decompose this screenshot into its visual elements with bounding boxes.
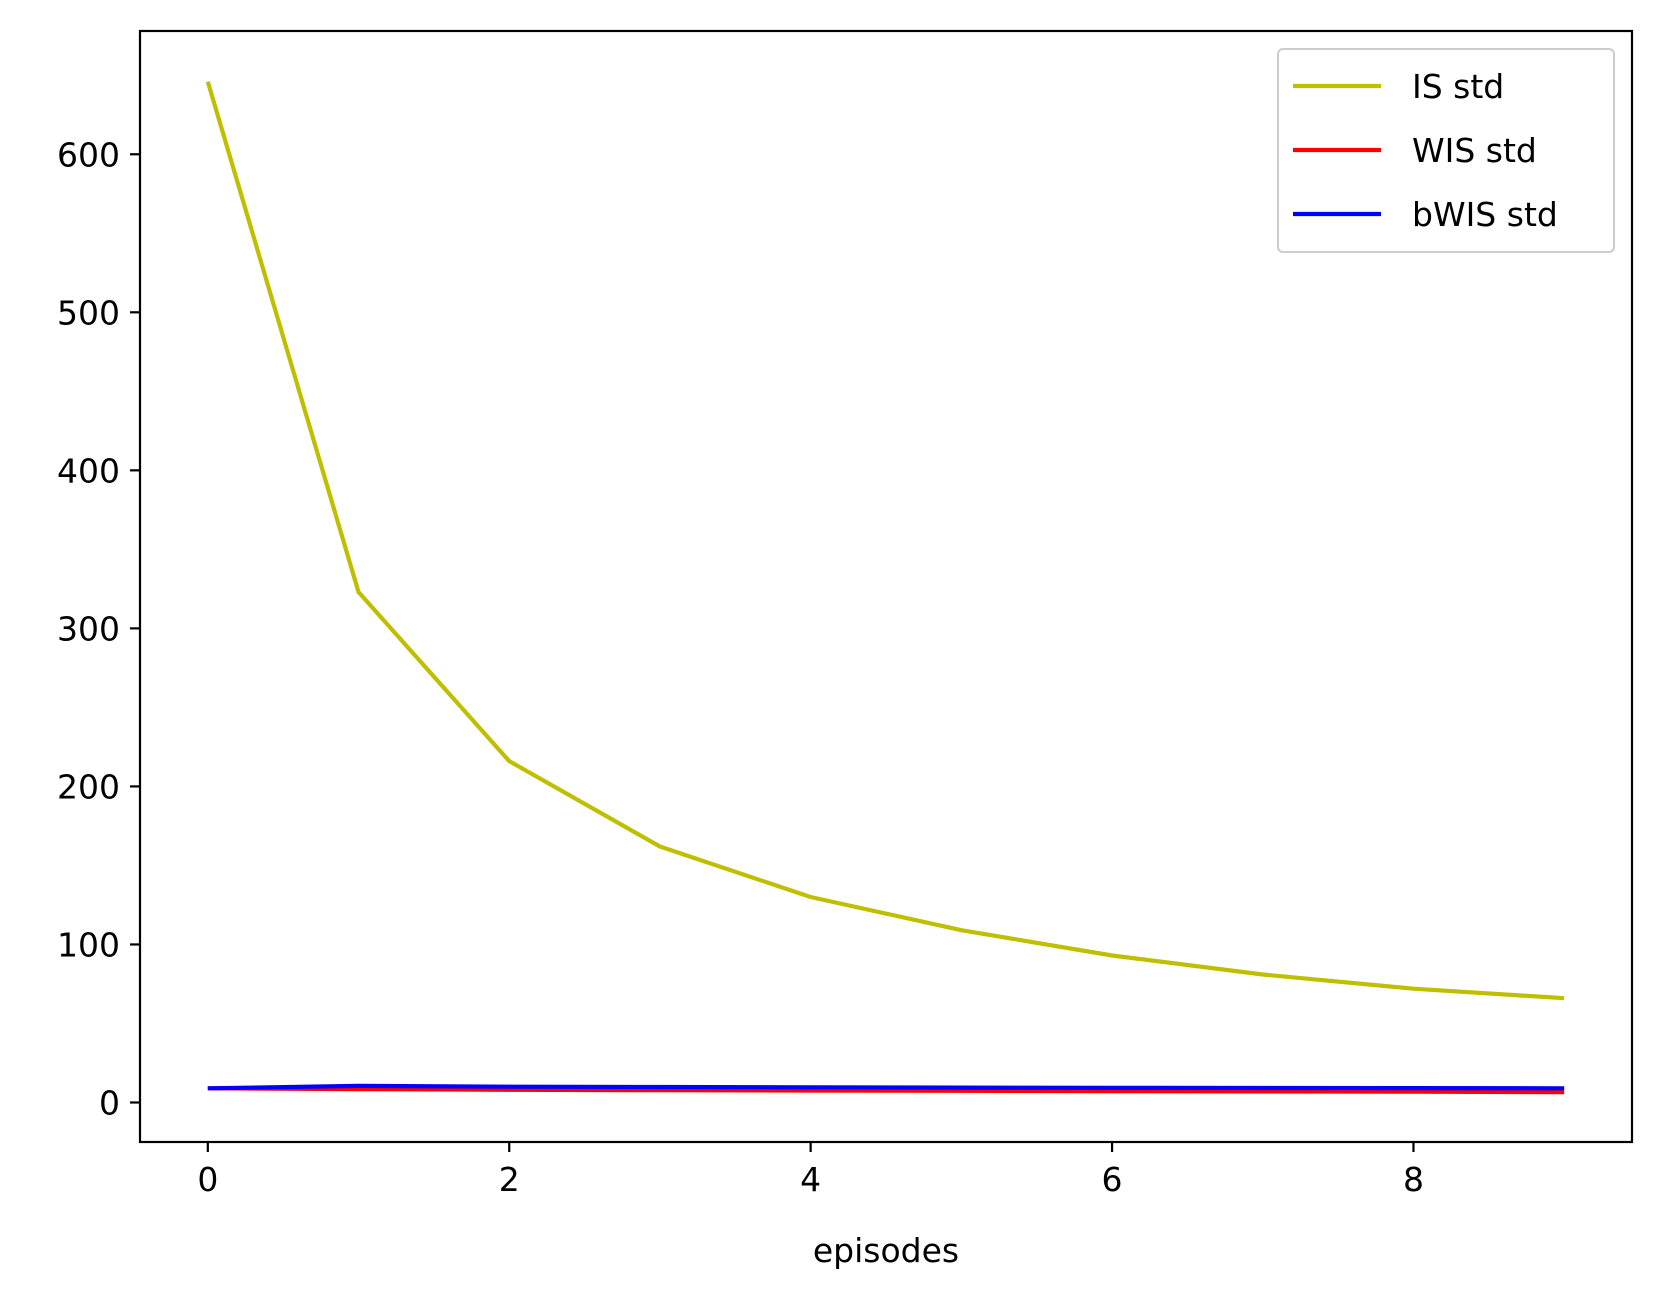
y-tick-label: 600 [57, 135, 120, 174]
series-line-wis-std [207, 1086, 1565, 1095]
series-line-bwis-std [207, 1083, 1565, 1091]
x-tick-label: 0 [197, 1160, 218, 1199]
x-tick-label: 2 [499, 1160, 520, 1199]
legend: IS std WIS std bWIS std [1277, 48, 1615, 253]
legend-box [1277, 48, 1615, 253]
legend-label: WIS std [1412, 131, 1537, 170]
y-tick-label: 500 [57, 293, 120, 332]
plot-area-frame [138, 29, 1634, 1144]
x-axis: 0 2 4 6 8 [197, 1142, 1424, 1199]
series-layer [205, 81, 1565, 1095]
y-tick-label: 100 [57, 925, 120, 964]
y-tick-label: 300 [57, 609, 120, 648]
legend-label: bWIS std [1412, 195, 1558, 234]
y-tick-label: 400 [57, 451, 120, 490]
x-tick-label: 8 [1403, 1160, 1424, 1199]
x-tick-label: 6 [1102, 1160, 1123, 1199]
series-line-is-std [205, 81, 1565, 1001]
y-tick-label: 200 [57, 767, 120, 806]
y-tick-label: 0 [99, 1083, 120, 1122]
x-axis-title: episodes [813, 1231, 959, 1270]
x-tick-label: 4 [800, 1160, 821, 1199]
legend-label: IS std [1412, 67, 1504, 106]
y-axis: 0 100 200 300 400 500 600 [57, 135, 140, 1122]
